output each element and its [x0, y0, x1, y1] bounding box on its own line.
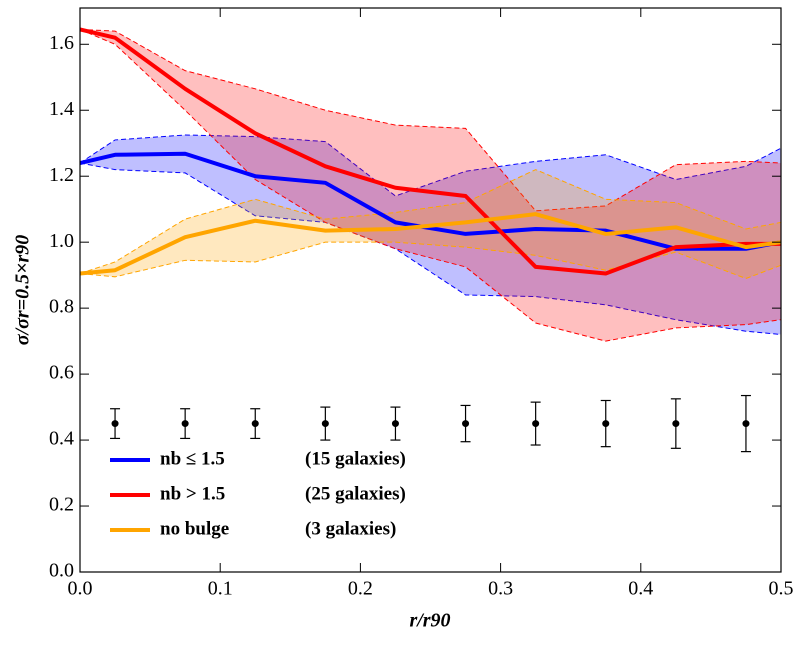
y-tick-label: 0.0 [49, 560, 74, 582]
error-point [672, 420, 680, 428]
band-edge [79, 28, 782, 212]
x-tick-label: 0.3 [488, 578, 513, 600]
legend-label: nb ≤ 1.5 [160, 448, 225, 469]
error-point [111, 420, 119, 428]
x-tick-label: 0.4 [628, 578, 653, 600]
y-tick-label: 0.8 [49, 296, 74, 318]
y-tick-label: 0.4 [49, 428, 74, 450]
x-tick-label: 0.1 [208, 578, 233, 600]
legend-count: (3 galaxies) [305, 518, 396, 539]
error-point [742, 420, 750, 428]
y-tick-label: 1.0 [49, 230, 74, 252]
y-tick-label: 1.4 [49, 98, 74, 120]
legend-count: (25 galaxies) [305, 483, 406, 504]
band-edge [79, 241, 782, 279]
band-edge [79, 28, 782, 342]
error-point [251, 420, 259, 428]
band [80, 29, 781, 342]
error-point [321, 420, 329, 428]
series-line [79, 151, 782, 251]
series-line [79, 27, 781, 276]
error-point [181, 420, 189, 428]
error-point [462, 420, 470, 428]
legend-label: no bulge [160, 518, 229, 539]
plot-frame [79, 7, 782, 573]
error-point [602, 420, 610, 428]
series-line [79, 212, 782, 276]
legend-count: (15 galaxies) [305, 448, 406, 469]
y-tick-label: 0.6 [49, 362, 74, 384]
y-tick-label: 1.6 [49, 32, 74, 54]
band-edge [79, 162, 782, 336]
y-tick-label: 1.2 [49, 164, 74, 186]
error-point [391, 420, 399, 428]
error-point [532, 420, 540, 428]
band [80, 134, 781, 335]
x-tick-label: 0.2 [348, 578, 373, 600]
x-tick-label: 0.0 [68, 578, 93, 600]
y-axis-label: σ/σr=0.5×r90 [12, 235, 34, 345]
y-tick-label: 0.2 [49, 494, 74, 516]
x-axis-label: r/r90 [409, 610, 450, 632]
band-edge [79, 134, 782, 197]
band-edge [79, 169, 782, 274]
legend-label: nb > 1.5 [160, 483, 225, 504]
x-tick-label: 0.5 [769, 578, 794, 600]
